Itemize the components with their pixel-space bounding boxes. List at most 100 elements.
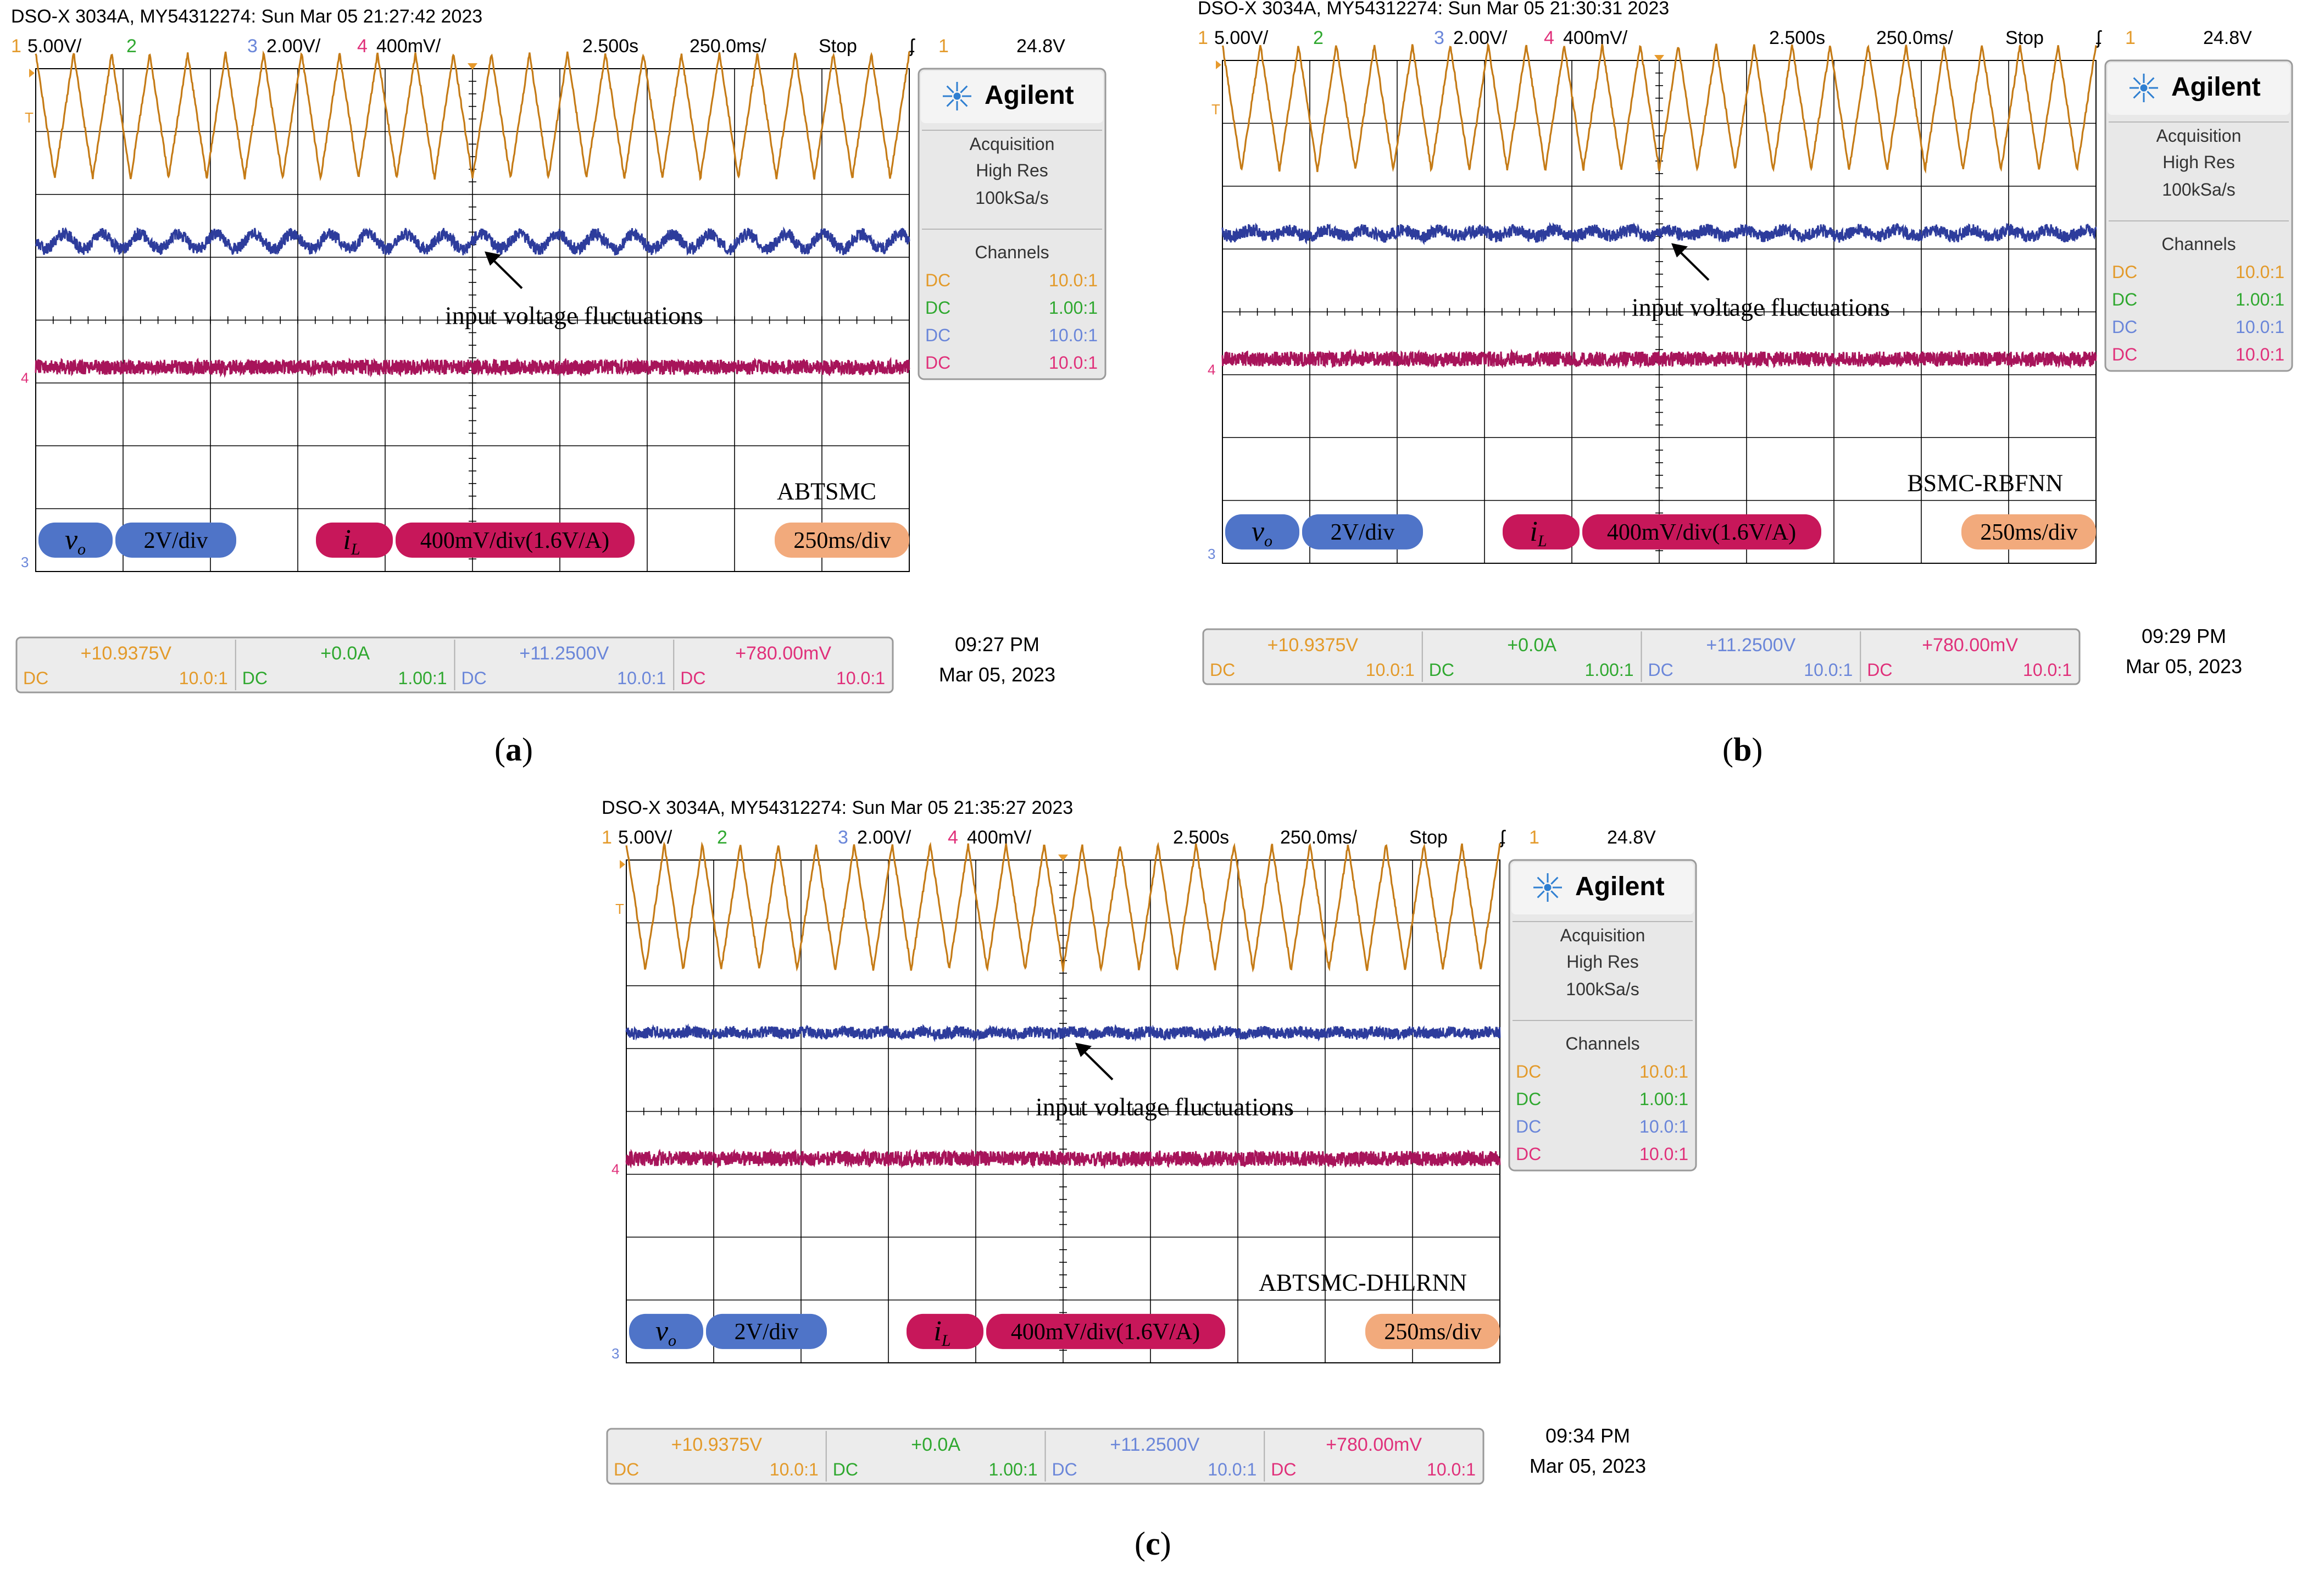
channel-ratio: 1.00:1: [1639, 1089, 1688, 1109]
il-scale: 400mV/div(1.6V/A): [1607, 520, 1796, 545]
scope-header: DSO-X 3034A, MY54312274: Sun Mar 05 21:3…: [602, 797, 1073, 818]
measurement-coupling: DC: [462, 668, 487, 688]
method-label: ABTSMC: [777, 478, 876, 504]
clock-time: 09:29 PM: [2142, 625, 2226, 647]
measurement-value: +10.9375V: [671, 1434, 763, 1455]
agilent-logo-icon: [943, 82, 971, 110]
channel-coupling: DC: [2112, 290, 2137, 309]
trigger-position-icon: [1654, 55, 1664, 62]
measurement-bar: +10.9375V DC 10.0:1 +0.0A DC 1.00:1 +11.2500V D…: [1202, 628, 2081, 685]
clock-date: Mar 05, 2023: [2126, 655, 2242, 678]
channel-coupling: DC: [1516, 1144, 1541, 1164]
vo-scale: 2V/div: [1331, 520, 1395, 545]
ch4-ground-marker: 4: [1208, 361, 1215, 378]
clock-time: 09:27 PM: [955, 633, 1039, 656]
measurement-value: +11.2500V: [1706, 635, 1795, 656]
time-position: 2.500s: [1173, 827, 1229, 848]
agilent-logo-ray: [1550, 877, 1559, 885]
vo-trace: [1221, 221, 2097, 245]
measurement-coupling: DC: [680, 668, 705, 688]
measurement-coupling: DC: [1648, 660, 1673, 680]
ch4-scale: 400mV/: [967, 827, 1032, 848]
time-badge: [775, 522, 909, 558]
brand-name: Agilent: [1575, 872, 1665, 901]
ch1-scale: 5.00V/: [1214, 27, 1269, 48]
measurement-value: +780.00mV: [1326, 1434, 1422, 1455]
vo-label: vo: [65, 524, 86, 558]
trigger-edge-icon: ʄ: [908, 36, 915, 57]
ch4-ground-marker: 4: [611, 1161, 619, 1177]
measurement-coupling: DC: [1429, 660, 1454, 680]
badge-row: vo 2V/div iL 400mV/div(1.6V/A) 250ms/div: [1225, 514, 2096, 550]
agilent-logo-ray: [2133, 91, 2141, 99]
ch1-triangle-trace: [35, 50, 910, 181]
il-scale-badge: [986, 1313, 1225, 1349]
annotation-arrow-line: [1676, 248, 1710, 281]
il-badge: [907, 1313, 983, 1349]
annotation-arrow-head-icon: [1671, 243, 1688, 258]
ch2-number: 2: [126, 36, 137, 57]
vo-scale-badge: [706, 1313, 827, 1349]
ch1-number: 1: [11, 36, 21, 57]
time-position: 2.500s: [1769, 27, 1825, 48]
measurement-ratio: 10.0:1: [179, 668, 228, 688]
clock-date: Mar 05, 2023: [1530, 1455, 1646, 1477]
scope-header: DSO-X 3034A, MY54312274: Sun Mar 05 21:3…: [1198, 0, 1669, 19]
brand-box: [1511, 862, 1694, 914]
channel-ratio: 1.00:1: [1049, 298, 1098, 318]
trigger-level: 24.8V: [2203, 27, 2252, 48]
channel-coupling: DC: [1516, 1062, 1541, 1081]
ch4-scale: 400mV/: [1563, 27, 1628, 48]
vo-label-sub: o: [1264, 532, 1272, 550]
info-panel-frame: [1508, 859, 1697, 1172]
scope-panel-c: DSO-X 3034A, MY54312274: Sun Mar 05 21:3…: [602, 794, 1766, 1492]
measurement-coupling: DC: [242, 668, 268, 688]
badge-row: vo 2V/div iL 400mV/div(1.6V/A) 250ms/div: [38, 522, 909, 558]
scope-panel-b: DSO-X 3034A, MY54312274: Sun Mar 05 21:3…: [1198, 0, 2324, 692]
scope-screen-c: DSO-X 3034A, MY54312274: Sun Mar 05 21:3…: [602, 797, 1697, 1485]
clock-date: Mar 05, 2023: [939, 663, 1055, 686]
ch1-triangle-trace: [625, 841, 1501, 973]
channel-coupling: DC: [925, 325, 950, 345]
channel-ratio: 10.0:1: [2236, 317, 2284, 337]
acquisition-mode: High Res: [1566, 952, 1639, 972]
ch3-scale: 2.00V/: [857, 827, 911, 848]
ch1-number: 1: [602, 827, 612, 848]
agilent-logo-ray: [960, 99, 968, 107]
measurement-ratio: 10.0:1: [770, 1460, 819, 1479]
scope-screen-a: DSO-X 3034A, MY54312274: Sun Mar 05 21:2…: [11, 6, 1107, 694]
annotation-label: input voltage fluctuations: [1036, 1093, 1294, 1121]
measurement-ratio: 10.0:1: [1804, 660, 1853, 680]
vo-scale-badge: [1302, 514, 1423, 550]
channel-coupling: DC: [1516, 1089, 1541, 1109]
measurement-bar: +10.9375V DC 10.0:1 +0.0A DC 1.00:1 +11.2500V D…: [606, 1428, 1485, 1485]
center-ticks: [53, 81, 892, 559]
vo-label-sub: o: [668, 1332, 676, 1350]
il-scale-badge: [1582, 514, 1821, 550]
agilent-logo-ray: [946, 85, 954, 93]
measurement-value: +780.00mV: [1922, 635, 2018, 656]
info-panel: Agilent Acquisition High Res 100kSa/s Channe…: [2104, 59, 2293, 372]
annotation-label: input voltage fluctuations: [445, 302, 703, 330]
trigger-channel: 1: [1529, 827, 1539, 848]
vo-scale: 2V/div: [144, 528, 208, 553]
agilent-logo-dot: [2140, 84, 2148, 92]
caption-b: (b): [1722, 731, 1763, 768]
trigger-level: 24.8V: [1607, 827, 1656, 848]
acquisition-mode: High Res: [976, 160, 1048, 180]
il-label-main: i: [933, 1316, 941, 1347]
channel-ratio: 10.0:1: [1049, 270, 1098, 290]
vo-trace: [625, 1023, 1501, 1042]
ch3-number: 3: [247, 36, 258, 57]
ch4-number: 4: [948, 827, 958, 848]
il-label-main: i: [343, 524, 351, 556]
ch1-edge-icon: [1216, 60, 1221, 69]
ch1-edge-icon: [620, 860, 625, 869]
run-state: Stop: [2005, 27, 2044, 48]
ch4-number: 4: [357, 36, 368, 57]
il-scale: 400mV/div(1.6V/A): [1011, 1319, 1200, 1345]
info-panel: Agilent Acquisition High Res 100kSa/s Channe…: [918, 68, 1107, 380]
measurement-value: +780.00mV: [735, 643, 831, 664]
agilent-logo-ray: [2147, 91, 2155, 99]
ch1-number: 1: [1198, 27, 1208, 48]
